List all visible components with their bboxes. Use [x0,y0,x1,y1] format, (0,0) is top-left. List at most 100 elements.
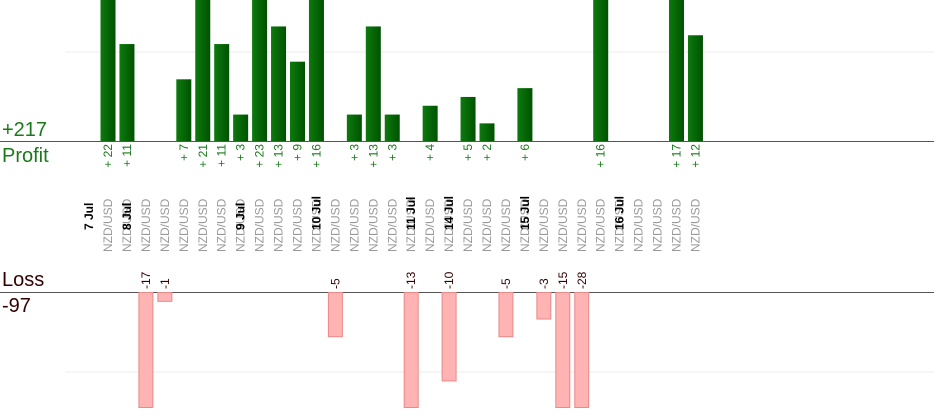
pair-label: NZD/USD [518,198,532,252]
loss-value-label: -10 [442,271,456,289]
profit-bar [479,123,495,141]
profit-bar [346,114,362,141]
profit-value-label: + 23 [253,144,267,168]
date-label: 11 Jul [404,197,418,230]
pair-label: NZD/USD [537,198,551,252]
profit-value-label: + 22 [101,144,115,168]
pair-label: NZD/USD [177,198,191,252]
profit-bar [687,35,703,141]
profit-bar [100,0,116,141]
loss-bar [536,292,552,320]
profit-bar [593,0,609,141]
pair-label: NZD/USD [594,198,608,252]
pair-label: NZD/USD [385,198,399,252]
date-label: 15 Jul [518,196,532,230]
pair-label: NZD/USD [461,198,475,252]
profit-value-label: + 13 [272,144,286,168]
profit-value-label: + 12 [688,144,702,168]
profit-value-label: + 11 [120,144,134,167]
profit-value-label: + 13 [366,144,380,168]
pair-label: NZD/USD [651,198,665,252]
profit-bar [233,114,249,141]
loss-bar [157,292,173,302]
profit-value-label: + 16 [309,144,323,168]
profit-bar [214,44,230,141]
pair-label: NZD/USD [291,198,305,252]
pair-label: NZD/USD [234,198,248,252]
loss-bar [574,292,590,408]
profit-bar [517,88,533,141]
loss-value-label: -5 [328,278,342,289]
loss-bar [138,292,154,408]
date-label: 10 Jul [309,196,323,230]
pair-label: NZD/USD [556,198,570,252]
date-label: 14 Jul [442,196,456,230]
profit-bar [271,26,287,141]
pair-label: NZD/USD [613,198,627,252]
profit-value-label: + 11 [215,144,229,167]
loss-label: Loss [2,269,45,291]
profit-value-label: + 9 [291,144,305,161]
loss-value-label: -28 [575,271,589,289]
loss-bar [555,292,571,408]
date-label: 9 Jul [234,203,248,230]
profit-bar [252,0,268,141]
pair-label: NZD/USD [158,198,172,252]
loss-value-label: -13 [404,271,418,289]
pair-label: NZD/USD [632,198,646,252]
profit-value-label: + 5 [461,144,475,161]
pair-label: NZD/USD [404,198,418,252]
pair-label: NZD/USD [253,198,267,252]
loss-value-label: -5 [499,278,513,289]
profit-value-label: + 4 [423,144,437,161]
loss-total: -97 [2,295,31,317]
profit-value-label: + 2 [480,144,494,161]
loss-bar [441,292,457,382]
loss-value-label: -1 [158,278,172,289]
profit-label: Profit [2,145,49,167]
pair-label: NZD/USD [139,198,153,252]
pair-label: NZD/USD [480,198,494,252]
profit-value-label: + 3 [347,144,361,161]
profit-value-label: + 3 [234,144,248,161]
date-label: 8 Jul [120,203,134,230]
loss-value-label: -17 [139,271,153,289]
pair-label: NZD/USD [309,198,323,252]
pair-label: NZD/USD [670,198,684,252]
profit-value-label: + 16 [594,144,608,168]
pair-label: NZD/USD [196,198,210,252]
loss-bar [327,292,343,338]
profit-bar [176,79,192,141]
profit-bar [460,96,476,141]
pair-label: NZD/USD [101,198,115,252]
profit-bar [290,61,305,141]
pair-label: NZD/USD [366,198,380,252]
profit-value-label: + 21 [196,144,210,168]
pair-label: NZD/USD [120,198,134,252]
pair-label: NZD/USD [575,198,589,252]
loss-value-label: -15 [556,271,570,289]
pair-label: NZD/USD [328,198,342,252]
profit-bar [308,0,324,141]
pair-label: NZD/USD [215,198,229,252]
profit-value-label: + 7 [177,144,191,161]
profit-bar [119,44,135,141]
profit-bar [384,114,400,141]
profit-total: +217 [2,119,48,141]
pair-label: NZD/USD [347,198,361,252]
pair-label: NZD/USD [688,198,702,252]
date-label: 7 Jul [82,203,96,230]
loss-bar [403,292,419,408]
profit-bar [422,105,438,141]
profit-bar [365,26,381,141]
profit-value-label: + 6 [518,144,532,161]
profit-value-label: + 17 [670,144,684,168]
loss-value-label: -3 [537,278,551,289]
date-label: 16 Jul [613,196,627,230]
pair-label: NZD/USD [499,198,513,252]
pair-label: NZD/USD [423,198,437,252]
profit-value-label: + 3 [385,144,399,161]
loss-bar [498,292,514,338]
profit-bar [195,0,211,141]
